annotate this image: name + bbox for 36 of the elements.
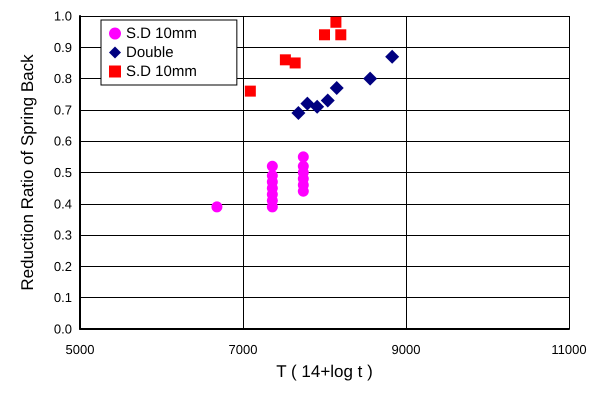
legend-label: Double <box>126 44 174 61</box>
legend-label: S.D 10mm <box>126 63 197 80</box>
point <box>319 29 330 40</box>
point <box>291 106 306 120</box>
x-tick-label: 7000 <box>228 342 258 357</box>
y-tick-label: 0.5 <box>54 165 72 180</box>
point <box>211 201 222 212</box>
point <box>310 100 324 114</box>
y-tick-label: 0.1 <box>54 290 72 306</box>
point <box>363 72 378 86</box>
point <box>330 16 342 28</box>
x-tick-label: 5000 <box>66 342 94 357</box>
y-tick-label: 0.7 <box>54 102 72 118</box>
point <box>280 54 291 66</box>
y-axis-title: Reduction Ratio of Spring Back <box>18 54 37 291</box>
point <box>320 94 335 108</box>
x-tick-label: 11000 <box>551 342 587 357</box>
y-tick-label: 0.0 <box>54 322 72 336</box>
x-axis-title: T ( 14+log t ) <box>276 362 373 381</box>
point <box>385 50 400 64</box>
legend-label: S.D 10mm <box>126 25 197 42</box>
y-tick-label: 0.8 <box>54 71 72 86</box>
y-tick-label: 0.3 <box>54 228 72 243</box>
y-tick-label: 1.0 <box>54 8 72 24</box>
y-tick-label: 0.6 <box>54 134 72 149</box>
y-tick-label: 0.2 <box>54 258 72 274</box>
y-tick-label: 0.9 <box>54 40 72 55</box>
y-tick-label: 0.4 <box>54 196 72 212</box>
point <box>244 86 256 97</box>
point <box>300 96 314 111</box>
point <box>335 29 346 40</box>
point <box>298 151 309 162</box>
point <box>330 80 344 95</box>
point <box>290 57 301 68</box>
point <box>266 160 278 172</box>
x-tick-label: 9000 <box>392 342 420 357</box>
